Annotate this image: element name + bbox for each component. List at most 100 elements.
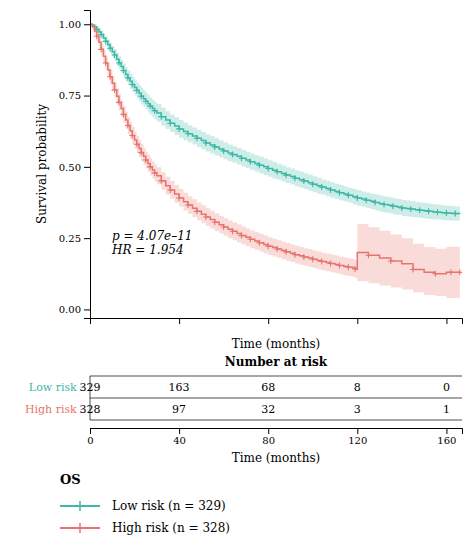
censor-mark (319, 184, 325, 190)
censor-mark (103, 60, 109, 66)
x-tick-mark (446, 428, 447, 434)
censor-mark (134, 87, 140, 93)
censor-mark (328, 187, 334, 193)
censor-mark (256, 240, 262, 246)
x-axis-title: Time (months) (232, 337, 321, 351)
legend-marker (75, 523, 85, 533)
table-border (90, 420, 462, 421)
censor-mark (185, 131, 191, 137)
censor-mark (381, 201, 387, 207)
x-tick-mark (268, 318, 269, 324)
censor-mark (138, 150, 144, 156)
risk-count: 8 (354, 381, 361, 394)
censor-mark (432, 271, 438, 277)
censor-mark (452, 211, 458, 217)
risk-count: 3 (354, 403, 361, 416)
censor-mark (292, 175, 298, 181)
censor-mark (158, 178, 164, 184)
censor-mark (310, 181, 316, 187)
censor-mark (185, 202, 191, 208)
censor-mark (301, 254, 307, 260)
risk-count: 1 (443, 403, 450, 416)
survival-curve (90, 24, 460, 274)
censor-mark (256, 162, 262, 168)
censor-mark (301, 178, 307, 184)
censor-mark (221, 224, 227, 230)
censor-mark (116, 99, 122, 105)
censor-mark (176, 126, 182, 132)
censor-mark (203, 214, 209, 220)
x-tick-label: 40 (173, 435, 186, 446)
x-tick (179, 318, 180, 324)
x-tick-label: 0 (87, 435, 93, 446)
y-tick-mark (84, 238, 90, 239)
y-tick-label: 0.75 (59, 90, 81, 101)
censor-mark (328, 261, 334, 267)
censor-mark (212, 219, 218, 225)
censor-mark (399, 205, 405, 211)
x-tick (268, 318, 269, 324)
table-x-axis-title: Time (months) (232, 451, 321, 465)
censor-mark (107, 74, 113, 80)
x-tick-mark (357, 318, 358, 324)
y-tick: 0.25 (59, 233, 90, 244)
y-axis-line (84, 11, 91, 319)
censor-mark (372, 200, 378, 206)
censor-mark (120, 67, 126, 73)
censor-mark (152, 108, 158, 114)
censor-mark (283, 172, 289, 178)
censor-mark (143, 98, 149, 104)
censor-mark (238, 155, 244, 161)
risk-count: 68 (261, 381, 275, 394)
x-tick: 120 (348, 428, 367, 446)
censor-mark (212, 144, 218, 150)
x-tick-mark (179, 318, 180, 324)
x-axis (91, 318, 463, 324)
censor-mark (388, 258, 394, 264)
legend-title: OS (60, 472, 81, 487)
chart: 0.000.250.500.751.00Survival probability… (0, 0, 474, 549)
censor-mark (138, 93, 144, 99)
censor-mark (129, 132, 135, 138)
risk-count: 32 (261, 403, 275, 416)
censor-mark (120, 111, 126, 117)
censor-mark (167, 120, 173, 126)
censor-mark (94, 33, 100, 39)
censor-mark (112, 52, 118, 58)
confidence-band (90, 24, 460, 221)
censor-mark (443, 210, 449, 216)
survival-curve (90, 24, 460, 214)
censor-mark (336, 190, 342, 196)
x-tick-mark (357, 428, 358, 434)
censor-mark (354, 195, 360, 201)
censor-mark (274, 169, 280, 175)
x-tick-mark (446, 318, 447, 324)
censor-mark (417, 207, 423, 213)
table-x-axis: 04080120160 (87, 428, 462, 446)
censor-mark (390, 203, 396, 209)
y-tick-label: 0.25 (59, 233, 81, 244)
row-label: Low risk - (29, 381, 84, 394)
risk-count: 163 (169, 381, 190, 394)
x-axis-line (91, 319, 463, 325)
censor-mark (247, 159, 253, 165)
censor-mark (176, 195, 182, 201)
y-tick-mark (84, 96, 90, 97)
y-axis: 0.000.250.500.751.00 (59, 11, 91, 319)
annotation: p = 4.07e–11HR = 1.954 (111, 229, 192, 257)
censor-mark (116, 60, 122, 66)
y-tick: 0.50 (59, 162, 90, 173)
censor-mark (274, 246, 280, 252)
y-tick: 1.00 (59, 19, 90, 30)
censor-mark (265, 243, 271, 249)
y-tick-mark (84, 309, 90, 310)
censor-mark (230, 152, 236, 158)
x-tick: 80 (262, 428, 275, 446)
legend-marker (75, 501, 85, 511)
censor-mark (408, 206, 414, 212)
censor-mark (410, 267, 416, 273)
risk-count: 0 (443, 381, 450, 394)
x-tick (357, 318, 358, 324)
plot-area (90, 24, 462, 298)
censor-mark (194, 135, 200, 141)
